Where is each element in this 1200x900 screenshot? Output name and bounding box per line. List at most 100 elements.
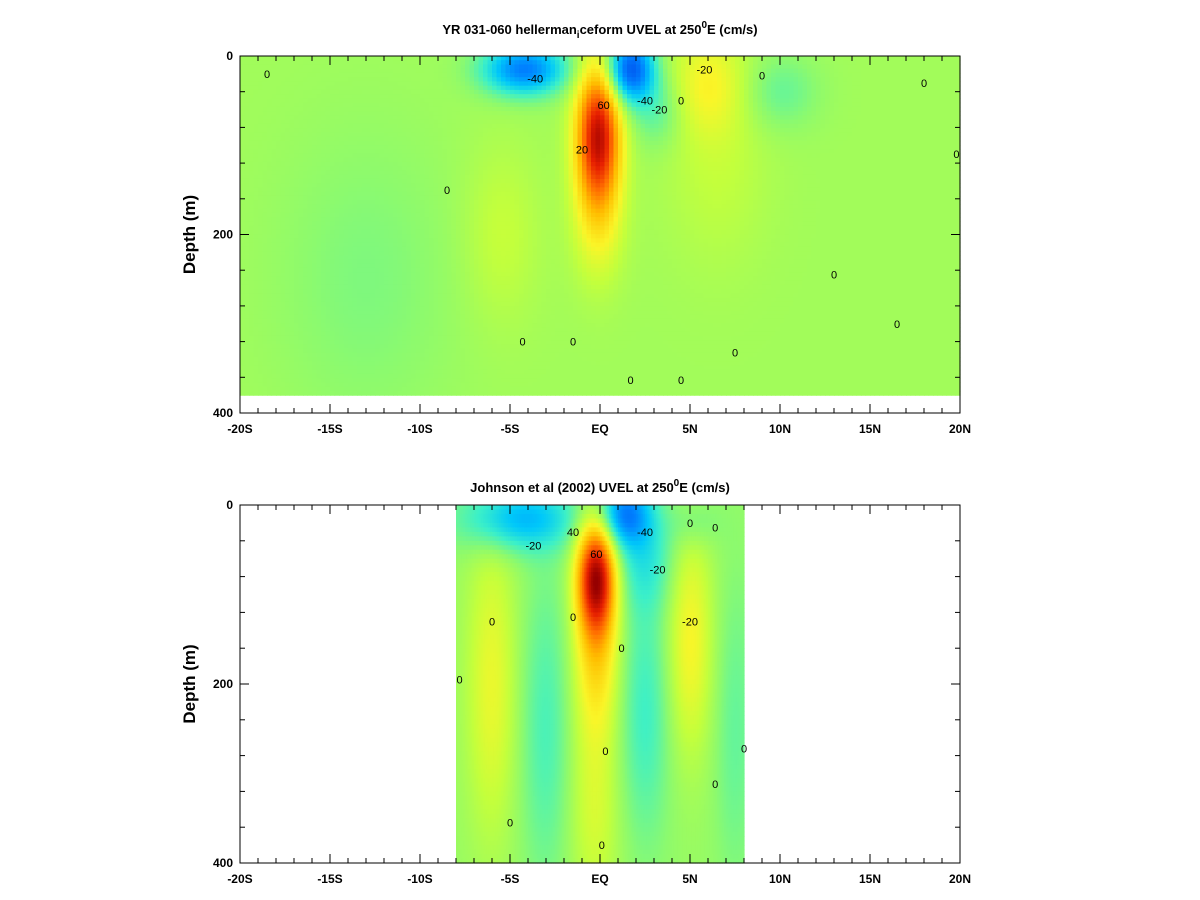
field-cell (330, 382, 336, 388)
field-cell (514, 352, 520, 358)
field-cell (316, 251, 322, 256)
field-cell (447, 204, 453, 210)
field-cell (496, 225, 502, 231)
field-cell (469, 119, 475, 125)
field-cell (501, 217, 507, 222)
field-cell (501, 102, 507, 108)
field-cell (429, 208, 435, 214)
field-cell (271, 335, 277, 341)
field-cell (510, 361, 516, 367)
field-cell (276, 102, 282, 108)
field-cell (456, 331, 462, 337)
field-cell (253, 267, 259, 273)
field-cell (393, 64, 399, 70)
field-cell (402, 276, 408, 282)
field-cell (307, 242, 313, 248)
field-cell (478, 255, 484, 261)
field-cell (321, 191, 327, 197)
field-cell (285, 98, 291, 104)
field-cell (267, 153, 273, 159)
field-cell (325, 318, 331, 324)
field-cell (397, 178, 403, 184)
field-cell (487, 327, 493, 333)
field-cell (240, 272, 246, 278)
field-cell (379, 297, 385, 303)
field-cell (460, 132, 466, 138)
field-cell (492, 390, 498, 396)
field-cell (505, 306, 511, 311)
field-cell (312, 378, 318, 384)
field-cell (501, 106, 507, 112)
field-cell (501, 60, 507, 66)
field-cell (460, 361, 466, 367)
field-cell (388, 306, 394, 311)
field-cell (240, 132, 246, 138)
field-cell (424, 301, 430, 307)
field-cell (424, 357, 430, 362)
field-cell (339, 352, 345, 358)
field-cell (357, 81, 363, 87)
field-cell (249, 191, 255, 197)
field-cell (379, 221, 385, 227)
field-cell (505, 284, 511, 290)
field-cell (276, 293, 282, 299)
field-cell (483, 259, 489, 265)
field-cell (316, 115, 322, 121)
field-cell (424, 293, 430, 299)
field-cell (289, 229, 295, 235)
field-cell (438, 382, 444, 388)
field-cell (294, 106, 300, 112)
field-cell (438, 128, 444, 133)
field-cell (483, 195, 489, 201)
field-cell (411, 111, 417, 116)
field-cell (352, 327, 358, 333)
field-cell (280, 310, 286, 316)
field-cell (397, 119, 403, 125)
field-cell (469, 60, 475, 66)
field-cell (388, 166, 394, 172)
field-cell (411, 77, 417, 83)
field-cell (352, 128, 358, 133)
field-cell (343, 72, 349, 78)
field-cell (420, 98, 426, 104)
field-cell (339, 89, 345, 95)
field-cell (397, 56, 403, 61)
field-cell (280, 276, 286, 282)
field-cell (474, 174, 480, 180)
field-cell (456, 98, 462, 104)
field-cell (501, 191, 507, 197)
field-cell (352, 284, 358, 290)
field-cell (298, 81, 304, 87)
field-cell (483, 153, 489, 159)
field-cell (492, 157, 498, 163)
field-cell (357, 221, 363, 227)
field-cell (375, 221, 381, 227)
field-cell (334, 340, 340, 345)
field-cell (289, 251, 295, 256)
field-cell (325, 314, 331, 320)
field-cell (375, 81, 381, 87)
field-cell (370, 344, 376, 350)
field-cell (411, 221, 417, 227)
field-cell (352, 382, 358, 388)
field-cell (519, 145, 525, 150)
field-cell (267, 145, 273, 150)
field-cell (510, 81, 516, 87)
field-cell (460, 187, 466, 193)
field-cell (244, 94, 250, 99)
field-cell (307, 89, 313, 95)
field-cell (483, 115, 489, 121)
field-cell (262, 284, 268, 290)
field-cell (505, 348, 511, 354)
field-cell (478, 161, 484, 167)
field-cell (361, 200, 367, 205)
field-cell (483, 106, 489, 112)
field-cell (510, 242, 516, 248)
field-cell (330, 280, 336, 286)
field-cell (303, 335, 309, 341)
field-cell (370, 267, 376, 273)
field-cell (330, 344, 336, 350)
field-cell (483, 166, 489, 172)
field-cell (343, 145, 349, 150)
field-cell (370, 357, 376, 362)
